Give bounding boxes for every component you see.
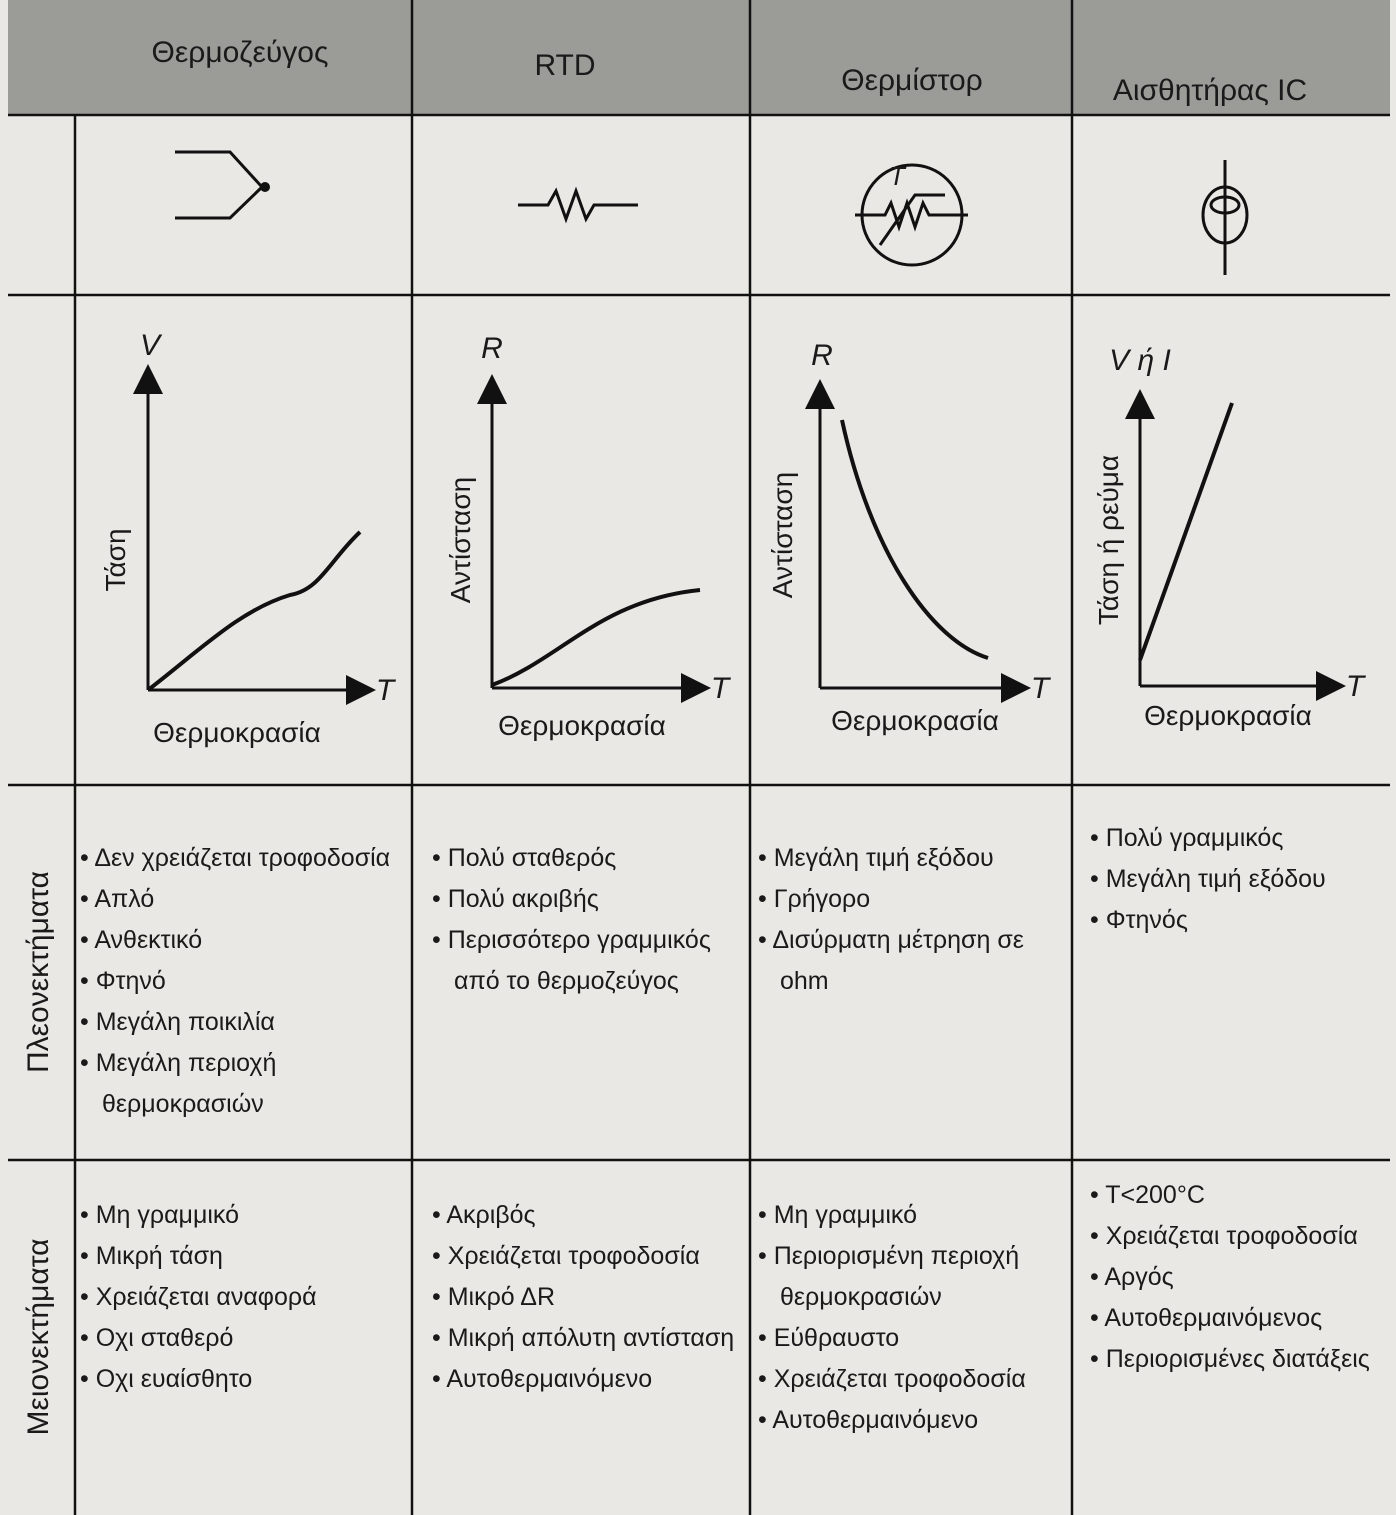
bullet-list: Μη γραμμικόΠεριορισμένη περιοχή θερμοκρα…	[758, 1195, 1058, 1441]
bullet-item: Πολύ γραμμικός	[1090, 818, 1380, 859]
bullet-item: Μικρό ΔR	[432, 1277, 742, 1318]
bullet-item: Χρειάζεται αναφορά	[80, 1277, 410, 1318]
graph-labels: V Τάση T Θερμοκρασία R Αντίσταση T Θερμοκρασία R…	[100, 329, 1367, 748]
bullet-item: T<200°C	[1090, 1175, 1380, 1216]
symbols	[175, 150, 1249, 275]
bullet-item: Μικρή τάση	[80, 1236, 410, 1277]
y-axis-label: Αντίσταση	[445, 477, 476, 603]
bullet-item: Οχι σταθερό	[80, 1318, 410, 1359]
bullet-item: Εύθραυστο	[758, 1318, 1058, 1359]
thermistor-resistor	[855, 198, 968, 232]
curves	[146, 402, 1234, 692]
ic-body	[1209, 195, 1241, 215]
bullet-item: Αυτοθερμαινόμενος	[1090, 1298, 1380, 1339]
bullet-item: Μη γραμμικό	[80, 1195, 410, 1236]
rtd-symbol	[518, 186, 638, 224]
bullet-list: Μη γραμμικόΜικρή τάσηΧρειάζεται αναφοράΟ…	[80, 1195, 410, 1400]
bullet-item: Περισσότερο γραμμικός από το θερμοζεύγος	[432, 920, 742, 1002]
bullet-item: Αργός	[1090, 1257, 1380, 1298]
bullet-item: Περιορισμένη περιοχή θερμοκρασιών	[758, 1236, 1058, 1318]
ic-body	[1201, 185, 1249, 245]
bullet-item: Απλό	[80, 879, 410, 920]
bullet-list: Δεν χρειάζεται τροφοδοσίαΑπλόΑνθεκτικόΦτ…	[80, 838, 410, 1125]
y-axis-label: Αντίσταση	[767, 472, 798, 598]
header-band	[8, 0, 1390, 115]
bullet-list: Πολύ γραμμικόςΜεγάλη τιμή εξόδουΦτηνός	[1090, 818, 1380, 941]
bullet-item: Ακριβός	[432, 1195, 742, 1236]
y-axis-label: Τάση ή ρεύμα	[1093, 455, 1124, 625]
bullet-item: Δισύρματη μέτρηση σε ohm	[758, 920, 1058, 1002]
bullet-item: Αυτοθερμαινόμενο	[432, 1359, 742, 1400]
row-label: Μειονεκτήματα	[22, 1238, 55, 1435]
column-header: Θερμίστορ	[841, 64, 982, 97]
bullet-item: Μη γραμμικό	[758, 1195, 1058, 1236]
cell: T<200°CΧρειάζεται τροφοδοσίαΑργόςΑυτοθερ…	[1090, 1175, 1380, 1380]
bullet-item: Περιορισμένες διατάξεις	[1090, 1339, 1380, 1380]
symbol-label: T	[889, 161, 907, 191]
bullet-item: Ανθεκτικό	[80, 920, 410, 961]
y-axis-symbol: R	[811, 339, 833, 372]
axes	[133, 364, 1346, 705]
cell: Μη γραμμικόΠεριορισμένη περιοχή θερμοκρα…	[758, 1195, 1058, 1441]
column-header: RTD	[534, 49, 595, 82]
cell: ΑκριβόςΧρειάζεται τροφοδοσίαΜικρό ΔRΜικρ…	[432, 1195, 742, 1400]
cell: Μεγάλη τιμή εξόδουΓρήγοροΔισύρματη μέτρη…	[758, 838, 1058, 1002]
column-header: Αισθητήρας IC	[1113, 74, 1307, 107]
grid	[8, 0, 1390, 1515]
bullet-item: Μεγάλη περιοχή θερμοκρασιών	[80, 1043, 410, 1125]
x-axis-symbol: T	[1346, 670, 1367, 703]
bullet-list: Πολύ σταθερόςΠολύ ακριβήςΠερισσότερο γρα…	[432, 838, 742, 1002]
x-axis-label: Θερμοκρασία	[153, 717, 321, 748]
y-axis-symbol: V ή I	[1109, 344, 1171, 377]
bullet-item: Χρειάζεται τροφοδοσία	[432, 1236, 742, 1277]
bullet-list: T<200°CΧρειάζεται τροφοδοσίαΑργόςΑυτοθερ…	[1090, 1175, 1380, 1380]
curve	[840, 419, 989, 660]
curve	[1138, 402, 1234, 661]
bullet-item: Χρειάζεται τροφοδοσία	[758, 1359, 1058, 1400]
y-axis-label: Τάση	[100, 528, 131, 591]
bullet-item: Πολύ ακριβής	[432, 879, 742, 920]
x-axis-label: Θερμοκρασία	[498, 710, 666, 741]
y-axis-symbol: R	[481, 332, 503, 365]
bullet-item: Δεν χρειάζεται τροφοδοσία	[80, 838, 410, 879]
bullet-item: Χρειάζεται τροφοδοσία	[1090, 1216, 1380, 1257]
curve	[491, 588, 701, 687]
bullet-item: Μεγάλη τιμή εξόδου	[758, 838, 1058, 879]
curve	[146, 530, 362, 692]
x-axis-symbol: T	[711, 672, 732, 705]
bullet-item: Φτηνός	[1090, 900, 1380, 941]
bullet-item: Φτηνό	[80, 961, 410, 1002]
thermocouple-junction	[260, 182, 270, 192]
thermistor-arrow	[878, 193, 945, 246]
cell: Δεν χρειάζεται τροφοδοσίαΑπλόΑνθεκτικόΦτ…	[80, 838, 410, 1125]
cell: Πολύ σταθερόςΠολύ ακριβήςΠερισσότερο γρα…	[432, 838, 742, 1002]
bullet-item: Αυτοθερμαινόμενο	[758, 1400, 1058, 1441]
bullet-list: ΑκριβόςΧρειάζεται τροφοδοσίαΜικρό ΔRΜικρ…	[432, 1195, 742, 1400]
bullet-list: Μεγάλη τιμή εξόδουΓρήγοροΔισύρματη μέτρη…	[758, 838, 1058, 1002]
bullet-item: Πολύ σταθερός	[432, 838, 742, 879]
bullet-item: Μεγάλη τιμή εξόδου	[1090, 859, 1380, 900]
cell: Πολύ γραμμικόςΜεγάλη τιμή εξόδουΦτηνός	[1090, 818, 1380, 941]
bullet-item: Οχι ευαίσθητο	[80, 1359, 410, 1400]
row-label: Πλεονεκτήματα	[22, 871, 55, 1073]
bullet-item: Μεγάλη ποικιλία	[80, 1002, 410, 1043]
cell: Μη γραμμικόΜικρή τάσηΧρειάζεται αναφοράΟ…	[80, 1195, 410, 1400]
column-header: Θερμοζεύγος	[152, 36, 329, 69]
x-axis-label: Θερμοκρασία	[831, 705, 999, 736]
x-axis-label: Θερμοκρασία	[1144, 700, 1312, 731]
bullet-item: Μικρή απόλυτη αντίσταση	[432, 1318, 742, 1359]
x-axis-symbol: T	[1031, 672, 1052, 705]
thermocouple-symbol	[175, 150, 265, 220]
y-axis-symbol: V	[140, 329, 163, 362]
x-axis-symbol: T	[376, 674, 397, 707]
bullet-item: Γρήγορο	[758, 879, 1058, 920]
